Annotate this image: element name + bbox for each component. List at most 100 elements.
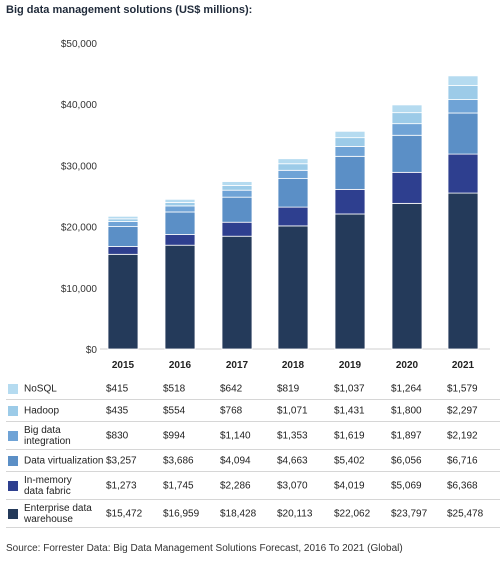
table-cell: $1,140 bbox=[220, 430, 251, 441]
y-tick-label: $20,000 bbox=[61, 223, 98, 234]
bar-segment bbox=[107, 226, 139, 247]
x-tick-label: 2019 bbox=[339, 360, 362, 371]
x-axis: 2015 2016 2017 2018 2019 2020 2021 bbox=[112, 360, 475, 371]
legend-swatch bbox=[8, 405, 18, 416]
stacked-bar-chart: $0 $10,000 $20,000 $30,000 $40,000 $50,000 20… bbox=[61, 39, 490, 371]
data-table: NoSQL $415 $518 $642 $819 $1,037 $1,264 $1,579 H… bbox=[6, 378, 500, 528]
table-row: Enterprise data warehouse $15,472 $16,959 $1… bbox=[6, 500, 500, 528]
table-cell: $2,192 bbox=[447, 430, 478, 441]
bar-segment bbox=[164, 234, 196, 246]
table-cell: $5,069 bbox=[391, 480, 422, 491]
bar-segment bbox=[107, 246, 139, 255]
table-cell: $5,402 bbox=[334, 455, 365, 466]
bar-segment bbox=[221, 221, 253, 237]
table-cell: $18,428 bbox=[220, 508, 257, 519]
table-cell: $6,716 bbox=[447, 455, 478, 466]
table-cell: $3,070 bbox=[277, 480, 308, 491]
bar-segment bbox=[334, 137, 366, 147]
y-tick-label: $10,000 bbox=[61, 284, 98, 295]
table-cell: $1,745 bbox=[163, 480, 194, 491]
table-cell: $994 bbox=[163, 430, 186, 441]
bar-segment bbox=[277, 178, 309, 208]
chart-title: Big data management solutions (US$ milli… bbox=[6, 4, 253, 16]
bar-segment bbox=[221, 196, 253, 223]
x-tick-label: 2018 bbox=[282, 360, 305, 371]
table-cell: $25,478 bbox=[447, 508, 484, 519]
series-label: NoSQL bbox=[24, 383, 57, 394]
x-tick-label: 2021 bbox=[452, 360, 475, 371]
table-cell: $768 bbox=[220, 405, 243, 416]
bar-segment bbox=[277, 169, 309, 179]
table-cell: $415 bbox=[106, 383, 129, 394]
table-cell: $1,431 bbox=[334, 405, 365, 416]
bar-segment bbox=[277, 158, 309, 165]
table-cell: $1,897 bbox=[391, 430, 422, 441]
bar-segment bbox=[391, 112, 423, 125]
table-cell: $554 bbox=[163, 405, 186, 416]
table-cell: $23,797 bbox=[391, 508, 428, 519]
bar-segment bbox=[447, 192, 479, 350]
table-cell: $6,056 bbox=[391, 455, 422, 466]
y-tick-label: $30,000 bbox=[61, 161, 98, 172]
table-cell: $642 bbox=[220, 383, 243, 394]
bar-segment bbox=[447, 85, 479, 100]
table-cell: $830 bbox=[106, 430, 129, 441]
table-cell: $3,257 bbox=[106, 455, 137, 466]
bar-segment bbox=[277, 206, 309, 227]
table-cell: $4,663 bbox=[277, 455, 308, 466]
bar-segment bbox=[447, 112, 479, 155]
table-cell: $1,071 bbox=[277, 405, 308, 416]
table-row: Hadoop $435 $554 $768 $1,071 $1,431 $1,800 $2,2… bbox=[6, 400, 500, 422]
bar-segment bbox=[221, 181, 253, 186]
bar-segment bbox=[164, 205, 196, 213]
bar-segment bbox=[164, 198, 196, 203]
bar-segment bbox=[334, 130, 366, 139]
table-cell: $1,579 bbox=[447, 383, 478, 394]
bar-segment bbox=[391, 202, 423, 350]
table-cell: $518 bbox=[163, 383, 186, 394]
bar-segment bbox=[107, 221, 139, 227]
bar-segment bbox=[334, 155, 366, 190]
y-tick-label: $0 bbox=[86, 345, 98, 356]
table-row: Data virtualization $3,257 $3,686 $4,094 $4,… bbox=[6, 450, 500, 472]
bar-segment bbox=[334, 213, 366, 350]
bar-segment bbox=[221, 185, 253, 191]
bar-segment bbox=[447, 99, 479, 114]
table-cell: $2,297 bbox=[447, 405, 478, 416]
bar-segment bbox=[391, 104, 423, 114]
bar-segment bbox=[391, 134, 423, 173]
bar-segment bbox=[391, 171, 423, 204]
bars bbox=[107, 75, 479, 350]
table-cell: $22,062 bbox=[334, 508, 371, 519]
series-label: In-memory data fabric bbox=[24, 474, 72, 497]
series-label: Enterprise data warehouse bbox=[24, 502, 92, 525]
table-cell: $20,113 bbox=[277, 508, 313, 519]
bar-segment bbox=[221, 189, 253, 198]
legend-swatch bbox=[8, 455, 18, 466]
table-cell: $1,273 bbox=[106, 480, 137, 491]
bar-segment bbox=[107, 253, 139, 350]
bar-segment bbox=[221, 235, 253, 350]
table-cell: $16,959 bbox=[163, 508, 200, 519]
table-cell: $2,286 bbox=[220, 480, 251, 491]
legend-swatch bbox=[8, 430, 18, 441]
y-tick-label: $50,000 bbox=[61, 39, 98, 50]
bar-segment bbox=[391, 123, 423, 136]
table-cell: $15,472 bbox=[106, 508, 143, 519]
table-cell: $819 bbox=[277, 383, 300, 394]
y-axis: $0 $10,000 $20,000 $30,000 $40,000 $50,000 bbox=[61, 39, 98, 356]
bar-segment bbox=[277, 225, 309, 350]
bar-segment bbox=[334, 188, 366, 215]
bar-segment bbox=[447, 75, 479, 86]
table-row: NoSQL $415 $518 $642 $819 $1,037 $1,264 $1,579 bbox=[6, 378, 500, 400]
y-tick-label: $40,000 bbox=[61, 100, 98, 111]
table-row: In-memory data fabric $1,273 $1,745 $2,286 $3… bbox=[6, 472, 500, 500]
table-cell: $4,019 bbox=[334, 480, 365, 491]
table-row: Big data integration $830 $994 $1,140 $1,353 $… bbox=[6, 422, 500, 450]
bar-segment bbox=[447, 153, 479, 194]
x-tick-label: 2017 bbox=[226, 360, 249, 371]
x-tick-label: 2020 bbox=[396, 360, 419, 371]
bar-segment bbox=[277, 163, 309, 171]
table-cell: $1,800 bbox=[391, 405, 422, 416]
bar-segment bbox=[334, 146, 366, 157]
